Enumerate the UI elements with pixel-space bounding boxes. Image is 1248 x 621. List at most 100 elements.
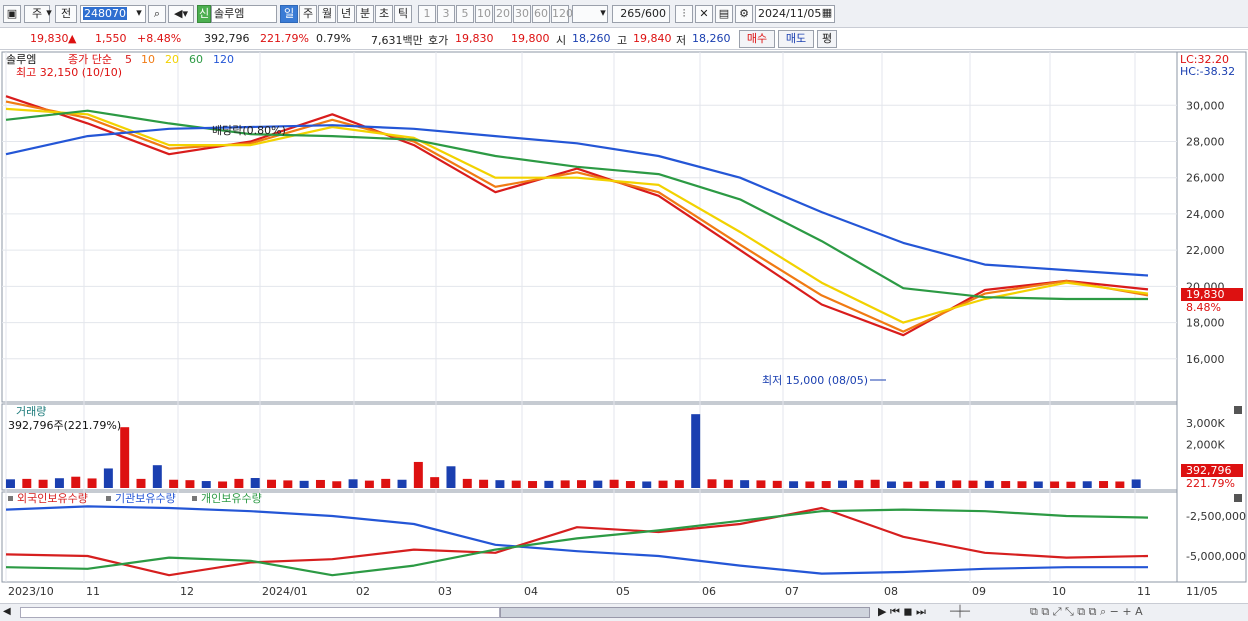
interval-button-5[interactable]: 5 [456, 5, 474, 23]
price-y-tick: 16,000 [1186, 353, 1225, 366]
volume-bar [642, 481, 652, 488]
volume-bar [430, 477, 440, 488]
chart-menu-icon[interactable]: ▣ [3, 5, 21, 23]
playback-controls-icon[interactable]: ▶ ⏮ ◼ ⏭ [878, 605, 926, 618]
sell-button[interactable]: 매도 [778, 30, 814, 48]
chart-type-icon[interactable]: ⫶ [675, 5, 693, 23]
lc-label: LC:32.20 [1180, 53, 1229, 66]
volume-ratio: 221.79% [260, 32, 309, 45]
code-dropdown-icon[interactable]: ▾ [136, 6, 142, 19]
change-arrow: ▲ [68, 32, 77, 45]
stock-chart-svg[interactable]: 16,00018,00020,00022,00024,00026,00028,0… [0, 50, 1248, 605]
x-tick-label: 05 [616, 585, 630, 598]
volume-tag-box [1181, 464, 1243, 477]
volume-bar [1115, 481, 1125, 488]
date-input[interactable]: 2024/11/05 [755, 5, 835, 23]
holding-line-기관보유수량 [5, 505, 1148, 575]
type-label: 주 [31, 7, 43, 20]
count-total: /600 [641, 7, 666, 20]
volume-bar [169, 479, 179, 488]
interval-button-60[interactable]: 60 [532, 5, 550, 23]
chart-area[interactable]: 16,000 18,000 20,000 22,000 24,000 26,000 28,0… [0, 50, 1248, 605]
period-tab-6[interactable]: 틱 [394, 5, 412, 23]
volume-bar [609, 479, 619, 488]
type-select[interactable]: 주 [24, 5, 50, 23]
view-tools-icon[interactable]: ⧉ ⧉ ⤢ ⤡ ⧉ ⧉ ⌕ − + A [1030, 605, 1143, 618]
volume-bar [707, 479, 717, 488]
interval-button-20[interactable]: 20 [494, 5, 512, 23]
volume-bar [674, 480, 684, 488]
volume-bar [886, 481, 896, 488]
holding-close-icon[interactable] [1234, 494, 1242, 502]
volume-bar [299, 480, 309, 488]
volume-bar [6, 479, 15, 488]
gear-icon[interactable]: ⚙ [735, 5, 753, 23]
holding-legend-item: 개인보유수량 [201, 492, 262, 505]
period-tab-4[interactable]: 분 [356, 5, 374, 23]
x-tick-label: 10 [1052, 585, 1066, 598]
volume-bar [625, 481, 635, 488]
interval-button-1[interactable]: 1 [418, 5, 436, 23]
high-price: 19,840 [633, 32, 672, 45]
hoga-label: 호가 [428, 34, 449, 47]
volume-bar [495, 480, 505, 488]
volume-close-icon[interactable] [1234, 406, 1242, 414]
x-tick-label: 06 [702, 585, 716, 598]
scroll-left-icon[interactable]: ◀ [3, 606, 11, 617]
type-dropdown-icon[interactable]: ▾ [46, 6, 52, 19]
eval-label: 평 [821, 32, 833, 45]
x-tick-label: 08 [884, 585, 898, 598]
interval-button-120[interactable]: 120 [551, 5, 573, 23]
scope-button[interactable]: 전 [55, 5, 77, 23]
volume-bar [315, 479, 325, 488]
interval-button-3[interactable]: 3 [437, 5, 455, 23]
period-tab-2[interactable]: 월 [318, 5, 336, 23]
volume-bar [54, 478, 64, 488]
interval-custom-input[interactable] [572, 5, 608, 23]
crosshair-icon[interactable]: ✕ [695, 5, 713, 23]
volume-bar [821, 481, 831, 488]
calendar-icon[interactable]: ▦ [821, 6, 833, 19]
holding-legend-marker [106, 496, 111, 501]
save-icon[interactable]: ▤ [715, 5, 733, 23]
volume-bar [185, 480, 195, 488]
holding-line-외국인보유수량 [5, 506, 1149, 577]
volume-bar [201, 481, 211, 488]
stock-code-input[interactable]: 248070 [80, 5, 146, 23]
stock-code-value: 248070 [83, 7, 127, 20]
period-tab-1[interactable]: 주 [299, 5, 317, 23]
zoom-slider-icon[interactable]: ─┼─ [950, 605, 970, 618]
volume-bar [22, 478, 32, 488]
sell-label: 매도 [785, 32, 807, 45]
count-field[interactable]: 265/600 [612, 5, 670, 23]
sound-icon[interactable]: ◀▾ [168, 5, 194, 23]
buy-button[interactable]: 매수 [739, 30, 775, 48]
volume-bar [870, 479, 880, 488]
holding-legend-marker [8, 496, 13, 501]
volume-bars [6, 414, 1141, 488]
lines [5, 95, 1149, 577]
search-icon[interactable]: ⌕ [148, 5, 166, 23]
horizontal-scrollbar[interactable]: ◀ ▶ ⏮ ◼ ⏭ ─┼─ ⧉ ⧉ ⤢ ⤡ ⧉ ⧉ ⌕ − + A [0, 603, 1248, 621]
interval-button-10[interactable]: 10 [475, 5, 493, 23]
y-axis-strip [1176, 51, 1247, 583]
volume-bar [528, 481, 538, 488]
stock-name-field[interactable]: 솔루엠 [211, 5, 277, 23]
x-tick-label: 2024/01 [262, 585, 308, 598]
stock-title-label: 솔루엠 [6, 53, 36, 66]
period-tab-3[interactable]: 년 [337, 5, 355, 23]
period-tab-0[interactable]: 일 [280, 5, 298, 23]
volume-bar [740, 480, 750, 488]
interval-button-30[interactable]: 30 [513, 5, 531, 23]
scroll-thumb[interactable] [500, 607, 870, 618]
volume-bar [1066, 481, 1076, 488]
volume-bar [462, 478, 472, 488]
volume-bar [479, 479, 489, 488]
price-tag-box [1181, 288, 1243, 301]
x-tick-label: 04 [524, 585, 538, 598]
scroll-track[interactable] [20, 607, 500, 618]
eval-button[interactable]: 평 [817, 30, 837, 48]
interval-dropdown-icon[interactable]: ▾ [600, 6, 606, 19]
period-tab-5[interactable]: 초 [375, 5, 393, 23]
stock-name-value: 솔루엠 [214, 7, 245, 20]
